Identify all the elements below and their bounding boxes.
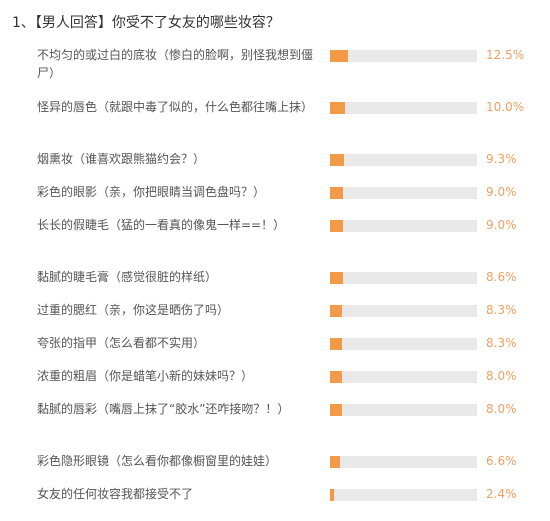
bar-track xyxy=(330,220,477,232)
value-label: 8.6% xyxy=(486,270,517,284)
value-label: 2.4% xyxy=(486,487,517,501)
bar xyxy=(330,404,342,416)
category-label: 女友的任何妆容我都接受不了 xyxy=(37,487,194,501)
value-label: 12.5% xyxy=(486,48,525,62)
value-label: 8.3% xyxy=(486,336,517,350)
bar xyxy=(330,305,342,317)
bar xyxy=(330,154,344,166)
category-label: 黏腻的唇彩（嘴唇上抹了“胶水”还咋接吻？！） xyxy=(37,402,290,416)
bar-track xyxy=(330,456,477,468)
bar-track xyxy=(330,404,477,416)
value-label: 8.0% xyxy=(486,369,517,383)
category-label: 过重的腮红（亲，你这是晒伤了吗） xyxy=(37,303,230,317)
category-label: 彩色的眼影（亲，你把眼睛当调色盘吗？） xyxy=(37,185,266,199)
value-label: 9.0% xyxy=(486,218,517,232)
bar-track xyxy=(330,489,477,501)
bar-track xyxy=(330,154,477,166)
category-label: 不均匀的或过白的底妆（惨白的脸啊，别怪我想到僵尸） xyxy=(37,48,314,80)
bar xyxy=(330,220,343,232)
bar xyxy=(330,50,348,62)
value-label: 9.0% xyxy=(486,185,517,199)
bar-track xyxy=(330,187,477,199)
bar-track xyxy=(330,371,477,383)
bar-track xyxy=(330,272,477,284)
bar xyxy=(330,272,343,284)
chart-title: 1、【男人回答】你受不了女友的哪些妆容？ xyxy=(12,15,280,31)
bar-track xyxy=(330,305,477,317)
bar xyxy=(330,338,342,350)
category-label: 烟熏妆（谁喜欢跟熊猫约会？） xyxy=(37,152,206,166)
category-label: 长长的假睫毛（猛的一看真的像鬼一样==！） xyxy=(37,218,286,232)
category-label: 夸张的指甲（怎么看都不实用） xyxy=(37,336,206,350)
bar xyxy=(330,187,343,199)
bar-track xyxy=(330,102,477,114)
value-label: 8.3% xyxy=(486,303,517,317)
value-label: 9.3% xyxy=(486,152,517,166)
category-label: 浓重的粗眉（你是蜡笔小新的妹妹吗？） xyxy=(37,369,254,383)
value-label: 6.6% xyxy=(486,454,517,468)
bar-track xyxy=(330,50,477,62)
value-label: 8.0% xyxy=(486,402,517,416)
bar xyxy=(330,371,342,383)
category-label: 黏腻的睫毛膏（感觉很脏的样纸） xyxy=(37,270,218,284)
value-label: 10.0% xyxy=(486,100,525,114)
category-label: 彩色隐形眼镜（怎么看你都像橱窗里的娃娃） xyxy=(37,454,278,468)
category-label: 怪异的唇色（就跟中毒了似的，什么色都往嘴上抹） xyxy=(37,100,314,114)
bar xyxy=(330,102,345,114)
bar xyxy=(330,456,340,468)
bar-track xyxy=(330,338,477,350)
bar xyxy=(330,489,334,501)
